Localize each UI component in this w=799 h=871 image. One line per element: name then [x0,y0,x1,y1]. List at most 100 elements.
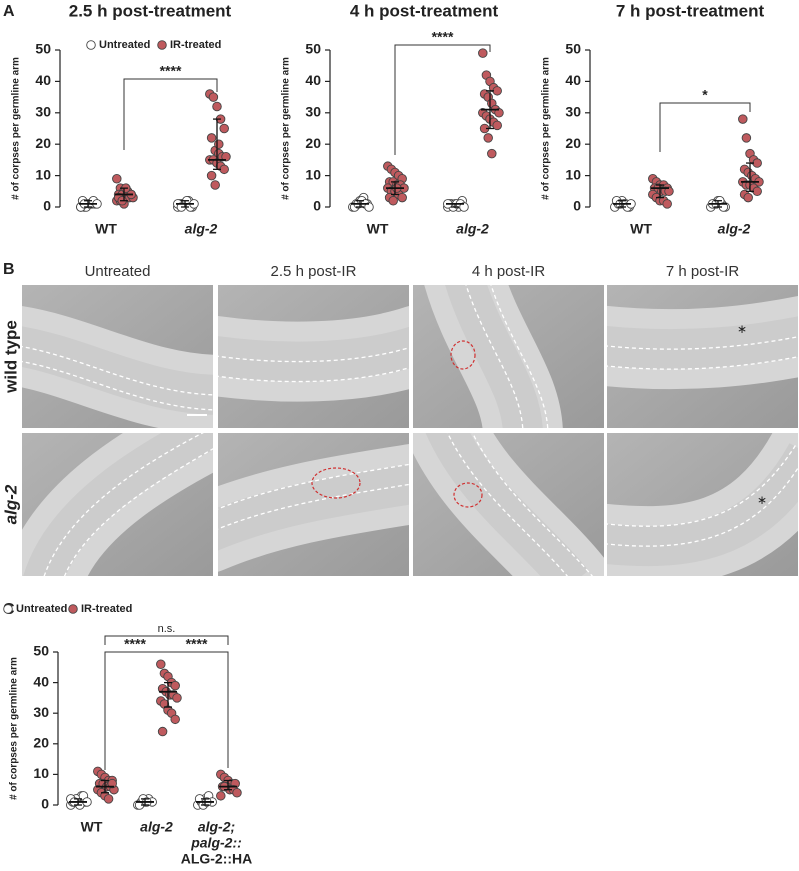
x-tick-label: alg-2 [456,221,489,237]
gonad-outline [465,285,524,428]
y-tick-label: 20 [33,735,49,751]
significance-label: **** [160,63,182,79]
legend-label: IR-treated [170,39,221,51]
gonad-outline [607,356,798,370]
significance-label: **** [186,636,208,652]
y-tick-label: 50 [35,41,51,57]
gonad-outline [490,285,549,428]
y-axis-label: # of corpses per germline arm [11,57,22,200]
y-tick-label: 10 [35,166,51,182]
data-point [206,133,217,143]
gonad-outline [64,448,213,576]
data-point [388,195,398,206]
micrograph [218,285,409,428]
data-point [212,101,222,112]
y-tick-label: 30 [565,104,581,120]
corpse-outline [311,467,361,499]
data-point [494,108,504,118]
y-tick-label: 50 [33,643,49,659]
y-tick-label: 50 [565,41,581,57]
data-point [397,192,407,203]
micrograph [413,433,604,576]
y-tick-label: 10 [33,765,49,781]
significance-bracket [165,651,229,768]
y-axis-label: # of corpses per germline arm [541,57,552,200]
x-tick-label: ALG-2::HA [181,851,253,867]
micrograph: ∗ [607,285,798,428]
data-point [216,791,226,801]
data-point [487,148,497,159]
data-point [170,714,180,725]
legend-marker [86,40,96,50]
significance-bracket [394,44,491,155]
x-tick-label: WT [367,221,389,237]
corpse-marker: ∗ [757,493,767,507]
row-header: wild type [1,320,20,394]
legend-marker [3,604,13,614]
column-header: 4 h post-IR [472,263,546,280]
corpse-outline [453,482,483,508]
y-tick-label: 0 [43,198,51,214]
significance-label: **** [124,636,146,652]
legend-label: Untreated [16,603,67,615]
column-header: 7 h post-IR [666,263,740,280]
panel-label: A [3,3,15,20]
y-tick-label: 20 [305,135,321,151]
gonad-outline [607,336,798,350]
data-point [483,133,493,143]
x-tick-label: palg-2:: [190,835,242,851]
data-point [478,48,488,58]
y-axis-label: # of corpses per germline arm [281,57,292,200]
y-tick-label: 40 [305,72,321,88]
micrograph [218,433,409,576]
significance-bracket [123,78,218,150]
data-point [208,92,219,102]
y-tick-label: 20 [35,135,51,151]
significance-bracket [104,635,229,645]
y-tick-label: 30 [305,104,321,120]
chart-title: 4 h post-treatment [350,1,499,20]
gonad-outline [607,442,798,527]
data-point [232,788,242,798]
x-tick-label: alg-2 [140,819,173,835]
worm-edge [218,326,409,382]
gonad-outline [218,483,409,530]
legend-label: IR-treated [81,603,132,615]
data-point [364,202,374,212]
legend-marker [157,40,167,50]
data-point [214,139,224,149]
data-point [103,794,114,804]
data-point [206,170,217,181]
panel-label: B [3,261,15,278]
significance-label: * [702,87,708,103]
gonad-outline [22,361,213,411]
gonad-outline [607,466,798,547]
data-point [112,173,122,184]
worm-edge [607,316,798,370]
data-point [738,114,748,124]
data-point [741,133,752,143]
y-tick-label: 0 [313,198,321,214]
data-point [743,192,753,203]
x-tick-label: alg-2 [718,221,751,237]
data-point [210,180,220,190]
significance-label: **** [432,29,454,45]
data-point [170,680,180,691]
significance-label: n.s. [158,623,176,635]
micrograph [413,285,604,428]
y-axis-label: # of corpses per germline arm [9,657,20,800]
data-point [752,158,762,168]
column-header: 2.5 h post-IR [271,263,357,280]
legend-label: Untreated [99,39,150,51]
corpse-outline [450,340,476,370]
data-point [492,86,502,96]
micrograph: ∗ [607,433,798,576]
data-point [219,164,229,175]
y-tick-label: 30 [33,704,49,720]
x-tick-label: WT [81,819,103,835]
data-point [492,120,502,131]
x-tick-label: alg-2; [198,819,235,835]
x-tick-label: WT [630,221,652,237]
y-tick-label: 30 [35,104,51,120]
